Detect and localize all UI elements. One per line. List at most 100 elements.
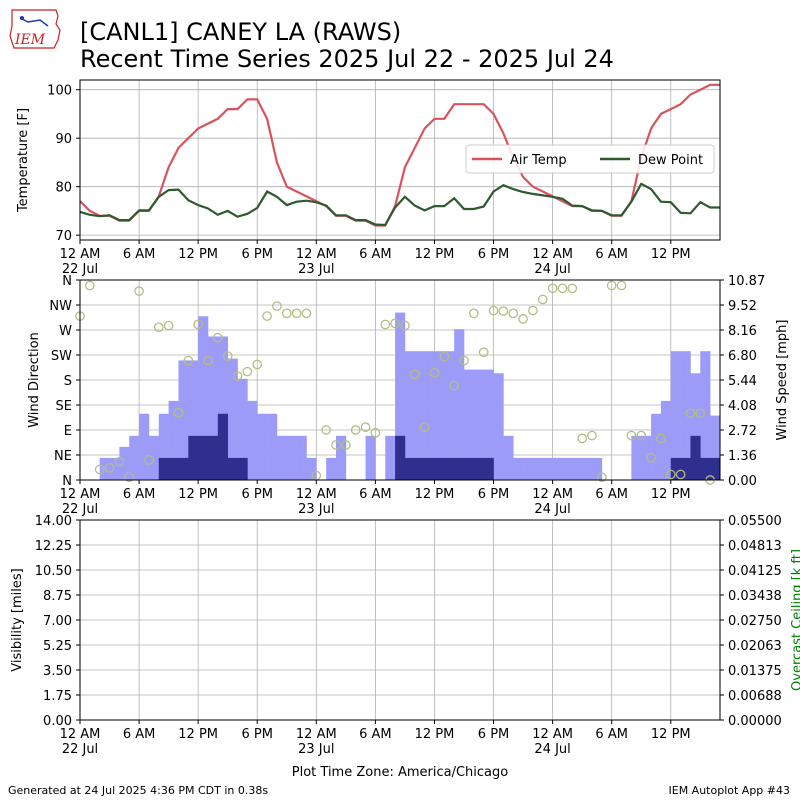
x-tick-label: 12 PM (178, 487, 218, 502)
gust-bar (424, 351, 435, 480)
gust-bar (208, 336, 219, 480)
direction-marker (390, 318, 400, 329)
gust-bar (267, 413, 278, 480)
x-tick-label: 6 AM (359, 487, 392, 502)
direction-marker (616, 280, 627, 291)
x-tick-label: 6 PM (241, 727, 272, 742)
gust-bar (109, 457, 120, 480)
direction-marker (242, 366, 253, 377)
direction-marker (203, 355, 213, 366)
direction-marker (134, 286, 144, 296)
chart-title-line1: [CANL1] CANEY LA (RAWS) (80, 18, 401, 46)
x-date-label: 22 Jul (62, 742, 98, 757)
speed-bar (700, 457, 711, 480)
gust-bar (483, 369, 494, 480)
ceiling-tick-label: 0.04813 (728, 539, 782, 554)
speed-bar (424, 457, 435, 480)
visibility-tick-label: 3.50 (43, 664, 72, 679)
direction-marker (429, 367, 440, 378)
direction-marker (321, 425, 332, 435)
gust-bar (464, 369, 475, 480)
speed-bar (680, 457, 691, 480)
gust-bar (119, 446, 130, 480)
direction-marker (400, 320, 410, 331)
x-date-label: 22 Jul (62, 262, 98, 277)
gust-bar (670, 351, 681, 480)
speed-bar (710, 457, 721, 480)
speed-bar (217, 413, 228, 480)
x-tick-label: 6 AM (359, 247, 392, 262)
direction-marker (567, 283, 578, 294)
gust-bar (385, 435, 396, 480)
gust-bar (562, 457, 573, 480)
direction-marker (163, 320, 174, 331)
speed-bar (188, 435, 199, 480)
x-tick-label: 12 AM (60, 487, 101, 502)
gust-bar (592, 457, 603, 480)
speed-bar (690, 435, 701, 480)
speed-bar (404, 457, 416, 480)
x-tick-label: 12 PM (415, 727, 455, 742)
direction-marker (144, 455, 154, 465)
gust-bar (365, 435, 376, 480)
x-tick-label: 6 AM (123, 727, 156, 742)
speed-bar (158, 457, 169, 480)
speed-bar (237, 457, 248, 480)
x-tick-label: 6 PM (241, 247, 272, 262)
direction-marker (557, 283, 568, 294)
direction-marker (301, 308, 312, 319)
gust-bar (473, 369, 484, 480)
speed-tick-label: 5.44 (728, 374, 757, 389)
direction-tick-label: W (59, 324, 72, 339)
speed-bar (454, 457, 465, 480)
ceiling-ylabel: Overcast Ceiling [k ft] (790, 549, 800, 691)
direction-marker (114, 456, 125, 467)
gust-bar (168, 400, 179, 480)
direction-marker (84, 280, 95, 291)
gust-bar (158, 413, 169, 480)
ceiling-tick-label: 0.04125 (728, 564, 782, 579)
direction-marker (360, 422, 371, 433)
gust-bar (710, 415, 721, 480)
gust-bar (129, 435, 140, 480)
visibility-tick-label: 10.50 (35, 564, 72, 579)
y-tick-label: 90 (55, 132, 72, 147)
temperature-legend: Air Temp Dew Point (465, 144, 715, 174)
x-tick-label: 6 PM (478, 247, 509, 262)
speed-tick-label: 0.00 (728, 474, 757, 489)
gust-bar (326, 457, 337, 480)
x-tick-label: 6 AM (595, 247, 628, 262)
legend-box (465, 144, 715, 174)
x-date-label: 24 Jul (534, 742, 570, 757)
ceiling-tick-label: 0.03438 (728, 589, 782, 604)
direction-marker (478, 347, 489, 358)
x-tick-label: 12 AM (296, 487, 337, 502)
x-tick-label: 12 PM (178, 727, 218, 742)
gust-bar (286, 435, 297, 480)
speed-tick-label: 1.36 (728, 449, 757, 464)
direction-marker (212, 332, 223, 343)
visibility-ylabel: Visibility [miles] (10, 568, 25, 671)
direction-marker (508, 308, 519, 319)
direction-marker (685, 408, 696, 419)
gust-bar (296, 435, 307, 480)
direction-marker (488, 305, 499, 316)
direction-marker (409, 369, 420, 380)
direction-marker (350, 425, 361, 435)
x-tick-label: 6 AM (359, 727, 392, 742)
direction-marker (675, 469, 686, 480)
direction-tick-label: E (64, 424, 72, 439)
direction-marker (331, 440, 341, 450)
visibility-tick-label: 1.75 (43, 689, 72, 704)
gust-bar (513, 457, 524, 480)
direction-marker (537, 294, 548, 305)
direction-marker (449, 380, 460, 391)
visibility-tick-label: 12.25 (35, 539, 72, 554)
ceiling-tick-label: 0.00688 (728, 689, 782, 704)
direction-marker (695, 408, 706, 419)
speed-bar (483, 457, 494, 480)
direction-marker (518, 314, 528, 324)
x-tick-label: 12 PM (651, 727, 691, 742)
